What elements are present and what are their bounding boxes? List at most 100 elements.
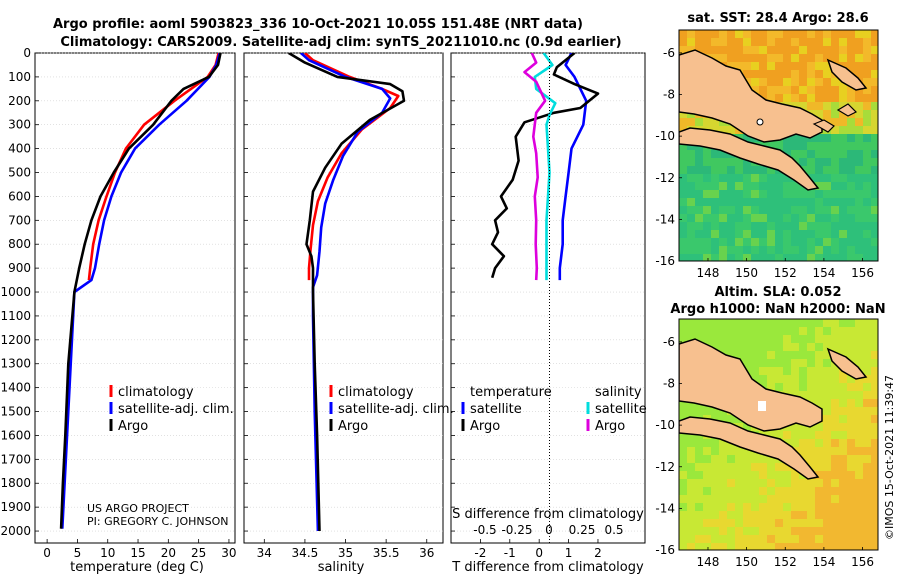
temperature-xtick-label: 20: [161, 546, 176, 560]
sla-cell: [807, 487, 815, 495]
sst-cell: [783, 38, 791, 46]
sla-cell: [695, 335, 703, 343]
sst-cell: [711, 118, 719, 126]
temperature-series-satellite-adj-clim-: [61, 53, 222, 529]
sst-cell: [823, 206, 831, 214]
sst-cell: [767, 142, 775, 150]
sst-cell: [815, 222, 823, 230]
sla-cell: [807, 391, 815, 399]
sst-cell: [799, 30, 807, 38]
sst-cell: [871, 238, 878, 246]
sst-cell: [871, 110, 878, 118]
salinity-plot-frame: [243, 52, 444, 544]
sla-cell: [751, 463, 759, 471]
sla-cell: [823, 487, 831, 495]
sst-cell: [727, 246, 735, 254]
sla-cell: [839, 391, 847, 399]
sst-cell: [863, 118, 871, 126]
sla-cell: [799, 423, 807, 431]
sst-cell: [791, 214, 799, 222]
sst-cell: [871, 54, 878, 62]
sst-cell: [807, 78, 815, 86]
sst-cell: [847, 230, 855, 238]
sst-cell: [767, 30, 775, 38]
sla-cell: [767, 471, 775, 479]
sla-cell: [815, 455, 823, 463]
sst-cell: [767, 54, 775, 62]
sst-cell: [735, 222, 743, 230]
sla-cell: [711, 407, 719, 415]
sla-cell: [871, 463, 878, 471]
legend-argo: Argo: [338, 419, 368, 434]
sla-cell: [815, 423, 823, 431]
sst-cell: [783, 182, 791, 190]
sla-cell: [727, 447, 735, 455]
sst-cell: [711, 54, 719, 62]
sla-lon-label: 156: [851, 555, 874, 569]
sla-cell: [791, 495, 799, 503]
sst-cell: [839, 110, 847, 118]
sla-cell: [727, 527, 735, 535]
sst-cell: [815, 38, 823, 46]
sla-cell: [799, 527, 807, 535]
sla-cell: [783, 527, 791, 535]
sla-cell: [783, 319, 791, 327]
sla-cell: [823, 511, 831, 519]
sst-cell: [831, 46, 839, 54]
sla-cell: [791, 471, 799, 479]
salinity-xtick-label: 36: [419, 546, 434, 560]
sst-cell: [751, 222, 759, 230]
sla-cell: [799, 343, 807, 351]
sst-cell: [767, 254, 775, 261]
sla-cell: [759, 327, 767, 335]
depth-tick-label: 1800: [0, 476, 31, 490]
sst-cell: [807, 54, 815, 62]
legend-climatology: climatology: [338, 385, 414, 400]
sla-cell: [719, 519, 727, 527]
sst-cell: [703, 198, 711, 206]
sla-cell: [679, 471, 687, 479]
sla-cell: [783, 351, 791, 359]
sla-cell: [807, 367, 815, 375]
salinity-series: [288, 53, 406, 532]
sst-cell: [767, 230, 775, 238]
salinity-xtick-label: 34: [257, 546, 272, 560]
sla-cell: [767, 351, 775, 359]
sla-cell: [831, 375, 839, 383]
sla-cell: [831, 327, 839, 335]
sst-cell: [871, 86, 878, 94]
sla-cell: [815, 391, 823, 399]
sla-cell: [759, 343, 767, 351]
sst-cell: [703, 150, 711, 158]
sst-cell: [767, 38, 775, 46]
sst-cell: [743, 30, 751, 38]
sst-cell: [767, 46, 775, 54]
sla-cell: [871, 335, 878, 343]
sla-cell: [791, 431, 799, 439]
sst-map-title: sat. SST: 28.4 Argo: 28.6: [687, 11, 868, 26]
sst-cell: [711, 38, 719, 46]
sla-cell: [767, 367, 775, 375]
sla-cell: [839, 423, 847, 431]
sla-cell: [863, 455, 871, 463]
sla-cell: [751, 351, 759, 359]
sla-cell: [855, 391, 863, 399]
sla-cell: [815, 351, 823, 359]
sst-cell: [831, 238, 839, 246]
sst-cell: [703, 214, 711, 222]
sla-cell: [831, 455, 839, 463]
sla-cell: [855, 399, 863, 407]
sst-cell: [711, 46, 719, 54]
sla-cell: [823, 335, 831, 343]
sst-cell: [839, 86, 847, 94]
sst-cell: [871, 254, 878, 261]
sst-cell: [751, 174, 759, 182]
sla-cell: [783, 375, 791, 383]
sla-cell: [791, 487, 799, 495]
sla-cell: [855, 527, 863, 535]
sst-cell: [775, 38, 783, 46]
sla-cell: [695, 487, 703, 495]
sst-cell: [823, 198, 831, 206]
sla-cell: [775, 511, 783, 519]
